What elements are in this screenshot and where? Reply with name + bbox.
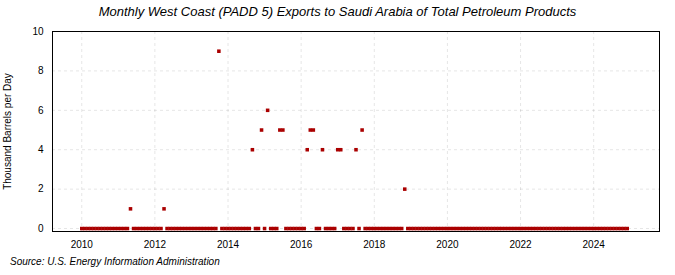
svg-text:2012: 2012 — [144, 239, 167, 250]
svg-text:2: 2 — [38, 183, 44, 194]
svg-text:2020: 2020 — [436, 239, 459, 250]
svg-text:6: 6 — [38, 105, 44, 116]
svg-text:2024: 2024 — [583, 239, 606, 250]
svg-text:2018: 2018 — [363, 239, 386, 250]
html-text:Source: U.S. Energy Informatio: Source: U.S. Energy Information Administ… — [10, 256, 220, 267]
svg-text:2016: 2016 — [290, 239, 313, 250]
svg-text:2014: 2014 — [217, 239, 240, 250]
svg-text:0: 0 — [38, 223, 44, 234]
svg-text:Thousand Barrels per Day: Thousand Barrels per Day — [2, 73, 13, 190]
svg-text:8: 8 — [38, 65, 44, 76]
html-text:Monthly West Coast (PADD 5) Ex: Monthly West Coast (PADD 5) Exports to S… — [98, 4, 577, 19]
svg-text:10: 10 — [32, 26, 44, 37]
svg-text:4: 4 — [38, 144, 44, 155]
svg-text:2010: 2010 — [71, 239, 94, 250]
svg-text:2022: 2022 — [509, 239, 532, 250]
